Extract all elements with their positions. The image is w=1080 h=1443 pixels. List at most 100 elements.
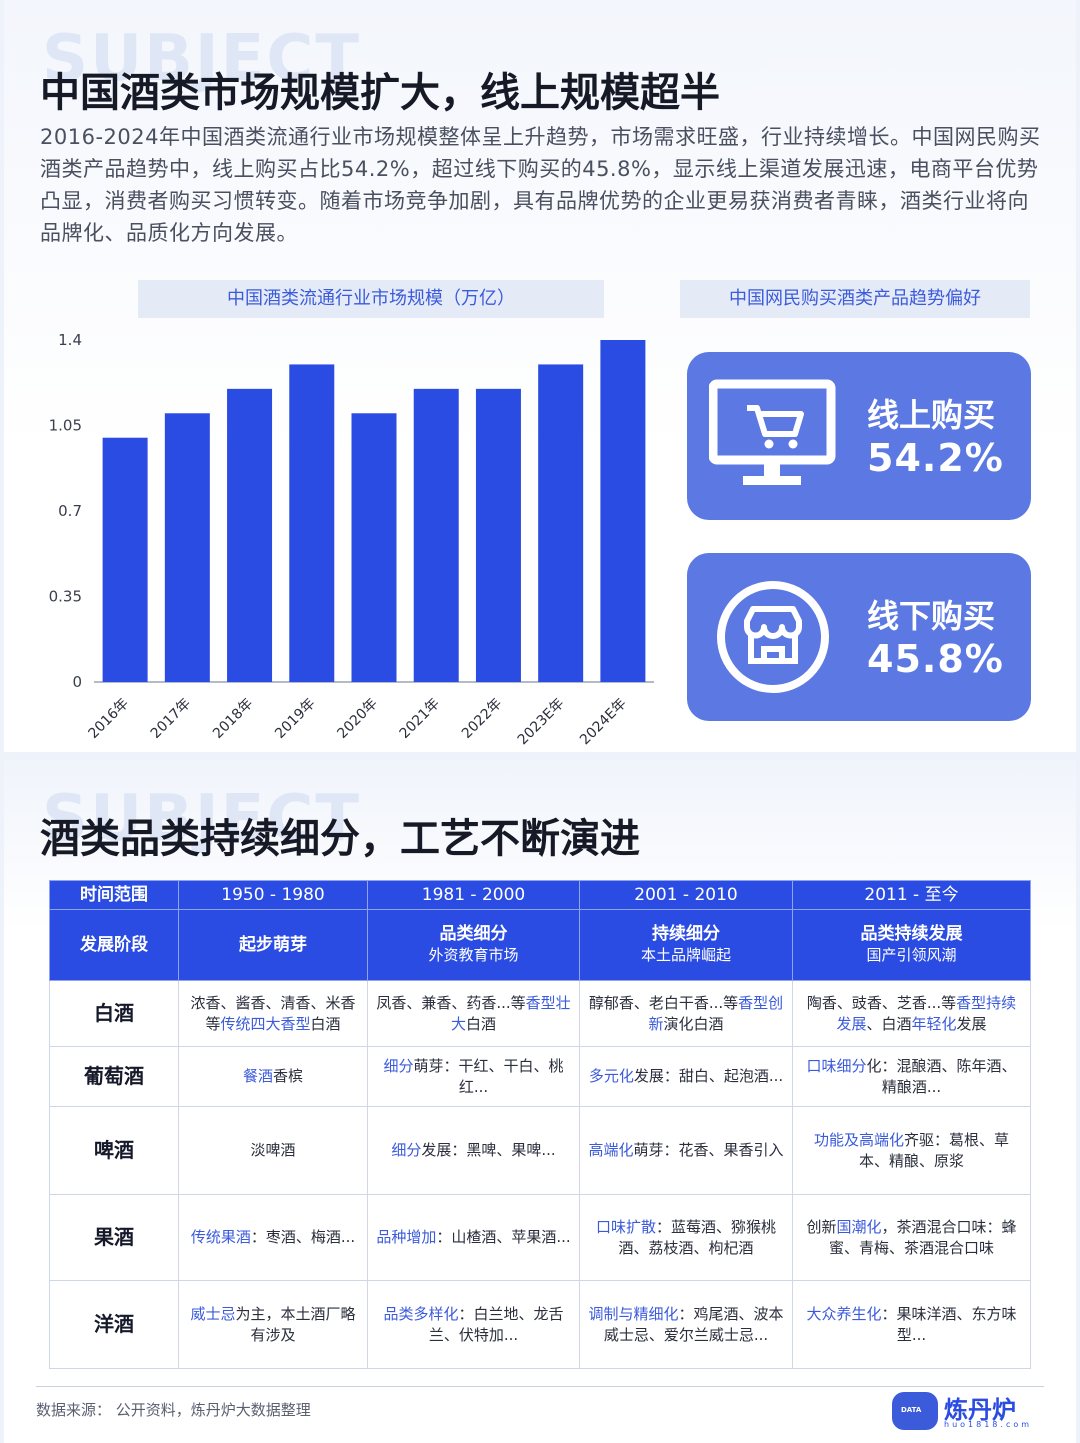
highlight-text: 大众养生化	[806, 1304, 882, 1323]
cell-text: ，茶酒混合口味：蜂蜜、青梅、茶酒混合口味	[828, 1217, 1017, 1257]
y-tick-label: 0.35	[49, 588, 82, 606]
x-tick-label: 2019年	[272, 696, 318, 742]
bar-1	[102, 437, 148, 682]
y-tick-label: 0.7	[58, 502, 82, 520]
offline-purchase-card: 线下购买 45.8%	[687, 553, 1031, 721]
time-range-cell: 2001 - 2010	[579, 880, 793, 910]
bar-3	[227, 388, 273, 682]
highlight-text: 细分	[383, 1056, 414, 1075]
stage-name: 持续细分	[652, 924, 720, 944]
cell-text: 凤香、兼香、药香...等	[376, 993, 526, 1012]
stage-name: 起步萌芽	[239, 934, 307, 955]
stage-cell: 品类持续发展 国产引领风潮	[792, 909, 1031, 981]
section-title-2: 酒类品类持续细分，工艺不断演进	[40, 816, 640, 862]
cell-text: 醇郁香、老白干香...等	[588, 993, 739, 1012]
highlight-text: 香型持续发展	[836, 993, 1017, 1033]
cell-text: 陶香、豉香、芝香...等	[806, 993, 957, 1012]
cell-text: ：蓝莓酒、猕猴桃酒、荔枝酒、枸杞酒	[618, 1217, 777, 1257]
x-tick-label: 2021年	[397, 696, 443, 742]
cell-text: 萌芽：干红、干白、桃红...	[413, 1056, 564, 1096]
cell-text: ：山楂酒、苹果酒...	[436, 1228, 571, 1246]
time-range-cell: 1981 - 2000	[367, 880, 580, 910]
cell-text: 发展：甜白、起泡酒...	[633, 1067, 784, 1085]
stage-cell: 起步萌芽	[178, 909, 368, 981]
cell-text: 白酒	[310, 1014, 341, 1033]
watermark-subject: SUBJECT	[42, 782, 361, 856]
table-cell: 细分发展：黑啤、果啤...	[367, 1106, 580, 1195]
logo-badge: DATA	[901, 1406, 922, 1414]
intro-paragraph: 2016-2024年中国酒类流通行业市场规模整体呈上升趋势，市场需求旺盛，行业持…	[40, 125, 1041, 245]
logo-name: 炼丹炉	[944, 1396, 1016, 1424]
time-range-cell: 1950 - 1980	[178, 880, 368, 910]
liquor-category: 洋酒	[49, 1280, 179, 1369]
table-row: 啤酒 淡啤酒 细分发展：黑啤、果啤... 高端化萌芽：花香、果香引入 功能及高端化齐驱：…	[49, 1106, 1031, 1195]
highlight-text: 口味细分	[806, 1056, 867, 1075]
highlight-text: 调制与精细化	[588, 1304, 679, 1323]
x-tick-label: 2020年	[334, 696, 380, 742]
stage-cell: 品类细分 外资教育市场	[367, 909, 580, 981]
cell-text: 化：混酿酒、陈年酒、精酿酒...	[866, 1056, 1017, 1096]
storefront-icon	[717, 581, 829, 693]
stage-subtitle: 国产引领风潮	[866, 946, 957, 964]
table-cell: 大众养生化：果味洋酒、东方味型...	[792, 1280, 1031, 1369]
table-cell: 口味扩散：蓝莓酒、猕猴桃酒、荔枝酒、枸杞酒	[579, 1194, 793, 1281]
cell-text: 发展：黑啤、果啤...	[421, 1141, 556, 1159]
liquor-category: 白酒	[49, 980, 179, 1047]
cell-text: 发展	[956, 1014, 987, 1033]
table-row: 洋酒 威士忌为主，本土酒厂略有涉及 品类多样化：白兰地、龙舌兰、伏特加... 调制与精…	[49, 1280, 1031, 1369]
table-row: 葡萄酒 餐酒香槟 细分萌芽：干红、干白、桃红... 多元化发展：甜白、起泡酒... 口味…	[49, 1046, 1031, 1107]
time-range-cell: 2011 - 至今	[792, 880, 1031, 910]
watermark-subject: SUBJECT	[42, 22, 361, 96]
bar-5	[351, 413, 397, 682]
table-cell: 凤香、兼香、药香...等香型壮大白酒	[367, 980, 580, 1047]
cell-text: 创新	[806, 1217, 837, 1236]
x-tick-label: 2016年	[86, 696, 132, 742]
cell-text: 香槟	[273, 1067, 304, 1085]
category-evolution-table: 时间范围 1950 - 1980 1981 - 2000 2001 - 2010 201…	[49, 880, 1031, 1369]
bar-2	[164, 413, 210, 682]
bar-7	[475, 388, 521, 682]
cell-text: 萌芽：花香、果香引入	[633, 1141, 784, 1159]
table-cell: 醇郁香、老白干香...等香型创新演化白酒	[579, 980, 793, 1047]
table-cell: 威士忌为主，本土酒厂略有涉及	[178, 1280, 368, 1369]
cell-text: 齐驱：葛根、草本、精酿、原浆	[858, 1130, 1010, 1170]
table-cell: 调制与精细化：鸡尾酒、波本威士忌、爱尔兰威士忌...	[579, 1280, 793, 1369]
cell-text: ：枣酒、梅酒...	[250, 1228, 356, 1246]
table-cell: 多元化发展：甜白、起泡酒...	[579, 1046, 793, 1107]
section-title: 中国酒类市场规模扩大，线上规模超半	[40, 70, 720, 116]
stage-name: 品类持续发展	[860, 924, 963, 944]
cell-text: 淡啤酒	[250, 1141, 296, 1159]
table-cell: 传统果酒：枣酒、梅酒...	[178, 1194, 368, 1281]
bar-8	[538, 364, 584, 682]
highlight-text: 餐酒	[242, 1067, 273, 1085]
market-size-panel: SUBJECT 中国酒类市场规模扩大，线上规模超半 2016-2024年中国酒类…	[4, 0, 1076, 752]
table-row: 果酒 传统果酒：枣酒、梅酒... 品种增加：山楂酒、苹果酒... 口味扩散：蓝莓酒、猕…	[49, 1194, 1031, 1281]
stage-row: 发展阶段 起步萌芽 品类细分 外资教育市场 持续细分 本土品牌崛起 品类持续发展 国产引领风潮	[49, 909, 1031, 981]
table-cell: 餐酒香槟	[178, 1046, 368, 1107]
bar-6	[413, 388, 459, 682]
footer-divider	[36, 1386, 1044, 1387]
cell-text: ：鸡尾酒、波本威士忌、爱尔兰威士忌...	[603, 1304, 784, 1344]
highlight-text: 年轻化	[911, 1014, 957, 1033]
cell-text: ：果味洋酒、东方味型...	[881, 1304, 1017, 1344]
table-cell: 高端化萌芽：花香、果香引入	[579, 1106, 793, 1195]
stage-header: 发展阶段	[49, 909, 179, 981]
stage-cell: 持续细分 本土品牌崛起	[579, 909, 793, 981]
table-row: 白酒 浓香、酱香、清香、米香等传统四大香型白酒 凤香、兼香、药香...等香型壮大白酒…	[49, 980, 1031, 1047]
cell-text: ：白兰地、龙舌兰、伏特加...	[428, 1304, 564, 1344]
computer-cart-icon	[709, 379, 836, 485]
table-cell: 创新国潮化，茶酒混合口味：蜂蜜、青梅、茶酒混合口味	[792, 1194, 1031, 1281]
bar-4	[289, 364, 335, 682]
table-cell: 淡啤酒	[178, 1106, 368, 1195]
highlight-text: 香型创新	[648, 993, 784, 1033]
x-tick-label: 2018年	[210, 696, 256, 742]
preference-title: 中国网民购买酒类产品趋势偏好	[680, 280, 1030, 318]
highlight-text: 品种增加	[376, 1228, 437, 1246]
table-cell: 浓香、酱香、清香、米香等传统四大香型白酒	[178, 980, 368, 1047]
x-tick-label: 2023E年	[515, 696, 568, 749]
table-cell: 品种增加：山楂酒、苹果酒...	[367, 1194, 580, 1281]
chart-title: 中国酒类流通行业市场规模（万亿）	[138, 280, 604, 318]
table-cell: 陶香、豉香、芝香...等香型持续发展、白酒年轻化发展	[792, 980, 1031, 1047]
x-tick-label: 2024E年	[577, 696, 630, 749]
y-tick-label: 1.4	[58, 331, 82, 349]
